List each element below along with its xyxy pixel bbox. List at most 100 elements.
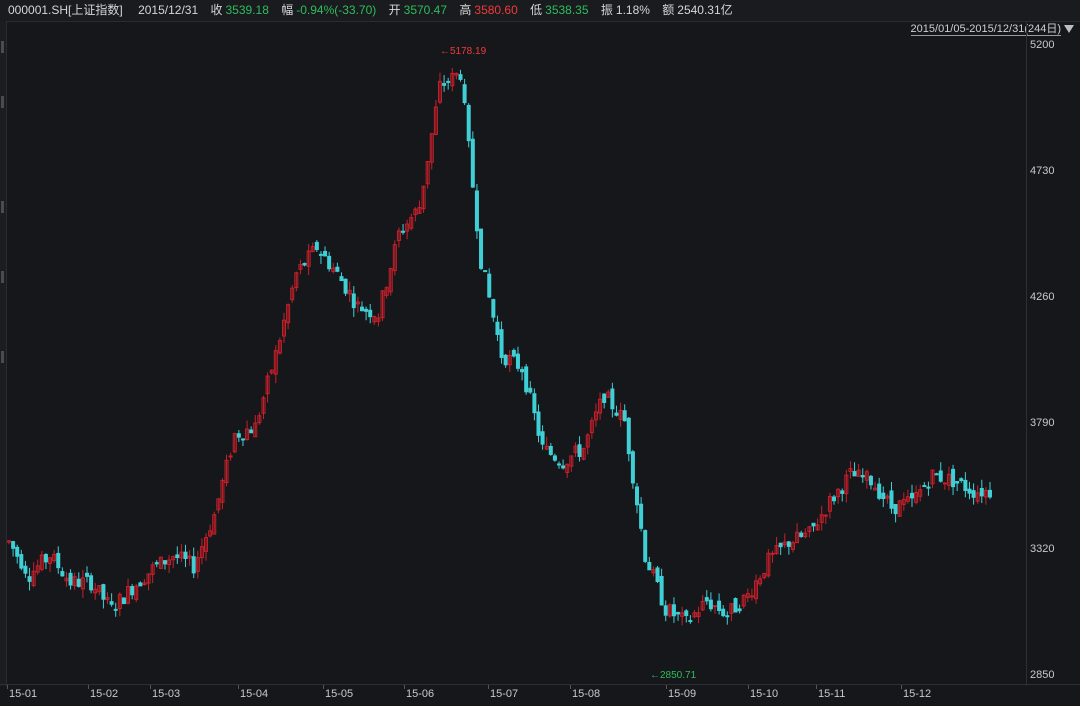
candle-body: [421, 185, 426, 210]
candle-body: [450, 72, 455, 87]
candle-body: [232, 433, 237, 453]
candle-body: [491, 299, 496, 318]
candle-body: [536, 411, 541, 436]
candle-body: [80, 577, 85, 590]
amount-value: 2540.31亿: [677, 3, 733, 17]
candle-body: [864, 471, 869, 481]
candle-body: [113, 608, 118, 611]
candle-body: [770, 552, 775, 555]
candle-body: [704, 597, 709, 602]
candle-body: [844, 474, 849, 495]
candle-body: [199, 546, 204, 559]
candle-body: [766, 552, 771, 577]
candle-body: [458, 74, 463, 80]
candle-body: [622, 410, 627, 422]
x-tick-mark: [150, 685, 151, 689]
candle-body: [852, 471, 857, 477]
toolbar-handle[interactable]: [1, 201, 4, 213]
x-tick-label: 15-05: [325, 688, 354, 700]
candle-body: [191, 556, 196, 574]
candle-body: [905, 496, 910, 502]
low-arrow-icon: ←: [650, 669, 660, 681]
candle-body: [454, 72, 459, 76]
high-label: 高: [459, 3, 472, 17]
candle-body: [561, 465, 566, 469]
candle-body: [130, 586, 135, 596]
candle-body: [380, 290, 385, 319]
candle-body: [901, 499, 906, 505]
toolbar-handle[interactable]: [1, 96, 4, 108]
candle-body: [158, 556, 163, 569]
candle-body: [437, 80, 442, 103]
candle-body: [142, 582, 147, 586]
candle-body: [733, 598, 738, 613]
candle-body: [224, 459, 229, 484]
candle-body: [310, 246, 315, 253]
candle-body: [951, 468, 956, 488]
toolbar-handle[interactable]: [1, 271, 4, 283]
candle-body: [544, 445, 549, 450]
candle-body: [548, 446, 553, 455]
candle-body: [598, 398, 603, 414]
candle-body: [893, 504, 898, 515]
candle-body: [778, 542, 783, 548]
candle-body: [35, 565, 40, 573]
candle-body: [376, 317, 381, 322]
candle-body: [663, 605, 668, 616]
candle-body: [971, 490, 976, 498]
candle-body: [216, 498, 221, 511]
candle-body: [290, 287, 295, 301]
candle-body: [754, 580, 759, 600]
candle-body: [39, 554, 44, 570]
toolbar-handle[interactable]: [1, 351, 4, 363]
toolbar-handle[interactable]: [1, 41, 4, 53]
candle-body: [401, 230, 406, 233]
candle-body: [712, 605, 717, 608]
candle-body: [286, 304, 291, 324]
candle-body: [220, 479, 225, 503]
candle-body: [762, 572, 767, 578]
x-tick-label: 15-06: [406, 688, 435, 700]
candle-body: [372, 316, 377, 323]
candle-body: [983, 489, 988, 498]
symbol-label[interactable]: 000001.SH[上证指数]: [8, 3, 123, 17]
candle-body: [836, 488, 841, 498]
x-axis-line: [0, 684, 1080, 685]
candle-body: [988, 489, 992, 498]
candle-body: [745, 593, 750, 598]
candle-body: [717, 600, 722, 612]
candle-body: [930, 469, 935, 485]
candle-body: [442, 83, 447, 86]
candle-body: [643, 530, 648, 562]
candle-body: [889, 490, 894, 509]
candle-body: [474, 190, 479, 232]
open-label: 开: [388, 3, 401, 17]
x-tick-mark: [816, 685, 817, 689]
candle-body: [602, 393, 607, 403]
candlestick-chart[interactable]: [6, 37, 1026, 686]
candle-body: [524, 366, 529, 393]
candle-body: [897, 500, 902, 517]
candle-body: [799, 532, 804, 537]
x-tick-label: 15-11: [818, 688, 846, 700]
range-selector[interactable]: 2015/01/05-2015/12/31(244日): [910, 21, 1074, 37]
x-tick-label: 15-07: [490, 688, 519, 700]
candle-body: [314, 241, 319, 251]
candle-body: [11, 541, 16, 549]
candle-body: [528, 387, 533, 393]
candle-body: [273, 350, 278, 375]
candle-body: [737, 608, 742, 612]
range-label[interactable]: 2015/01/05-2015/12/31(244日): [910, 23, 1061, 36]
candle-body: [696, 612, 701, 618]
y-tick-label: 3790: [1030, 417, 1055, 429]
candle-body: [101, 584, 106, 600]
candle-body: [146, 573, 151, 584]
left-side-toolbar[interactable]: [0, 21, 7, 686]
y-tick-label: 2850: [1030, 669, 1055, 681]
candle-body: [741, 594, 746, 607]
candle-body: [425, 160, 430, 185]
candle-body: [413, 208, 418, 216]
change-label: 幅: [281, 3, 294, 17]
triangle-down-icon[interactable]: [1064, 25, 1074, 34]
candle-body: [651, 569, 656, 574]
